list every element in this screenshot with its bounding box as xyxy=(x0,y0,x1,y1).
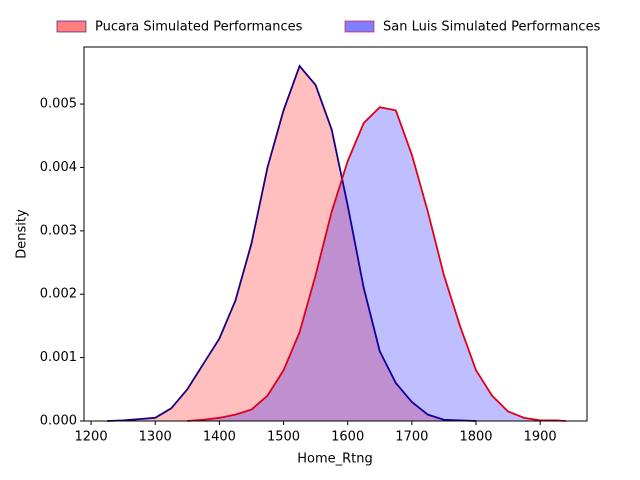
x-axis-label: Home_Rtng xyxy=(297,452,373,467)
x-tick-label: 1800 xyxy=(459,430,492,445)
plot-frame xyxy=(83,46,588,422)
y-tick-label: 0.005 xyxy=(40,97,77,112)
y-tick-label: 0.004 xyxy=(40,160,77,175)
legend-swatch xyxy=(56,20,87,33)
x-tick-label: 1500 xyxy=(267,430,300,445)
y-tick-label: 0.003 xyxy=(40,223,77,238)
area-fill xyxy=(107,66,477,421)
legend-swatch xyxy=(344,20,375,33)
y-tick-label: 0.002 xyxy=(40,287,77,302)
x-tick-label: 1300 xyxy=(139,430,172,445)
x-tick-label: 1200 xyxy=(75,430,108,445)
x-tick-label: 1900 xyxy=(524,430,557,445)
y-tick-label: 0.000 xyxy=(40,414,77,429)
area-line xyxy=(187,106,566,422)
legend-label: Pucara Simulated Performances xyxy=(95,20,303,35)
x-tick-label: 1600 xyxy=(331,430,364,445)
y-axis-label: Density xyxy=(15,209,30,259)
legend-label: San Luis Simulated Performances xyxy=(383,20,601,35)
x-tick-label: 1700 xyxy=(395,430,428,445)
area-line xyxy=(107,64,477,422)
x-tick-label: 1400 xyxy=(203,430,236,445)
y-tick-label: 0.001 xyxy=(40,350,77,365)
area-fill xyxy=(187,107,566,421)
